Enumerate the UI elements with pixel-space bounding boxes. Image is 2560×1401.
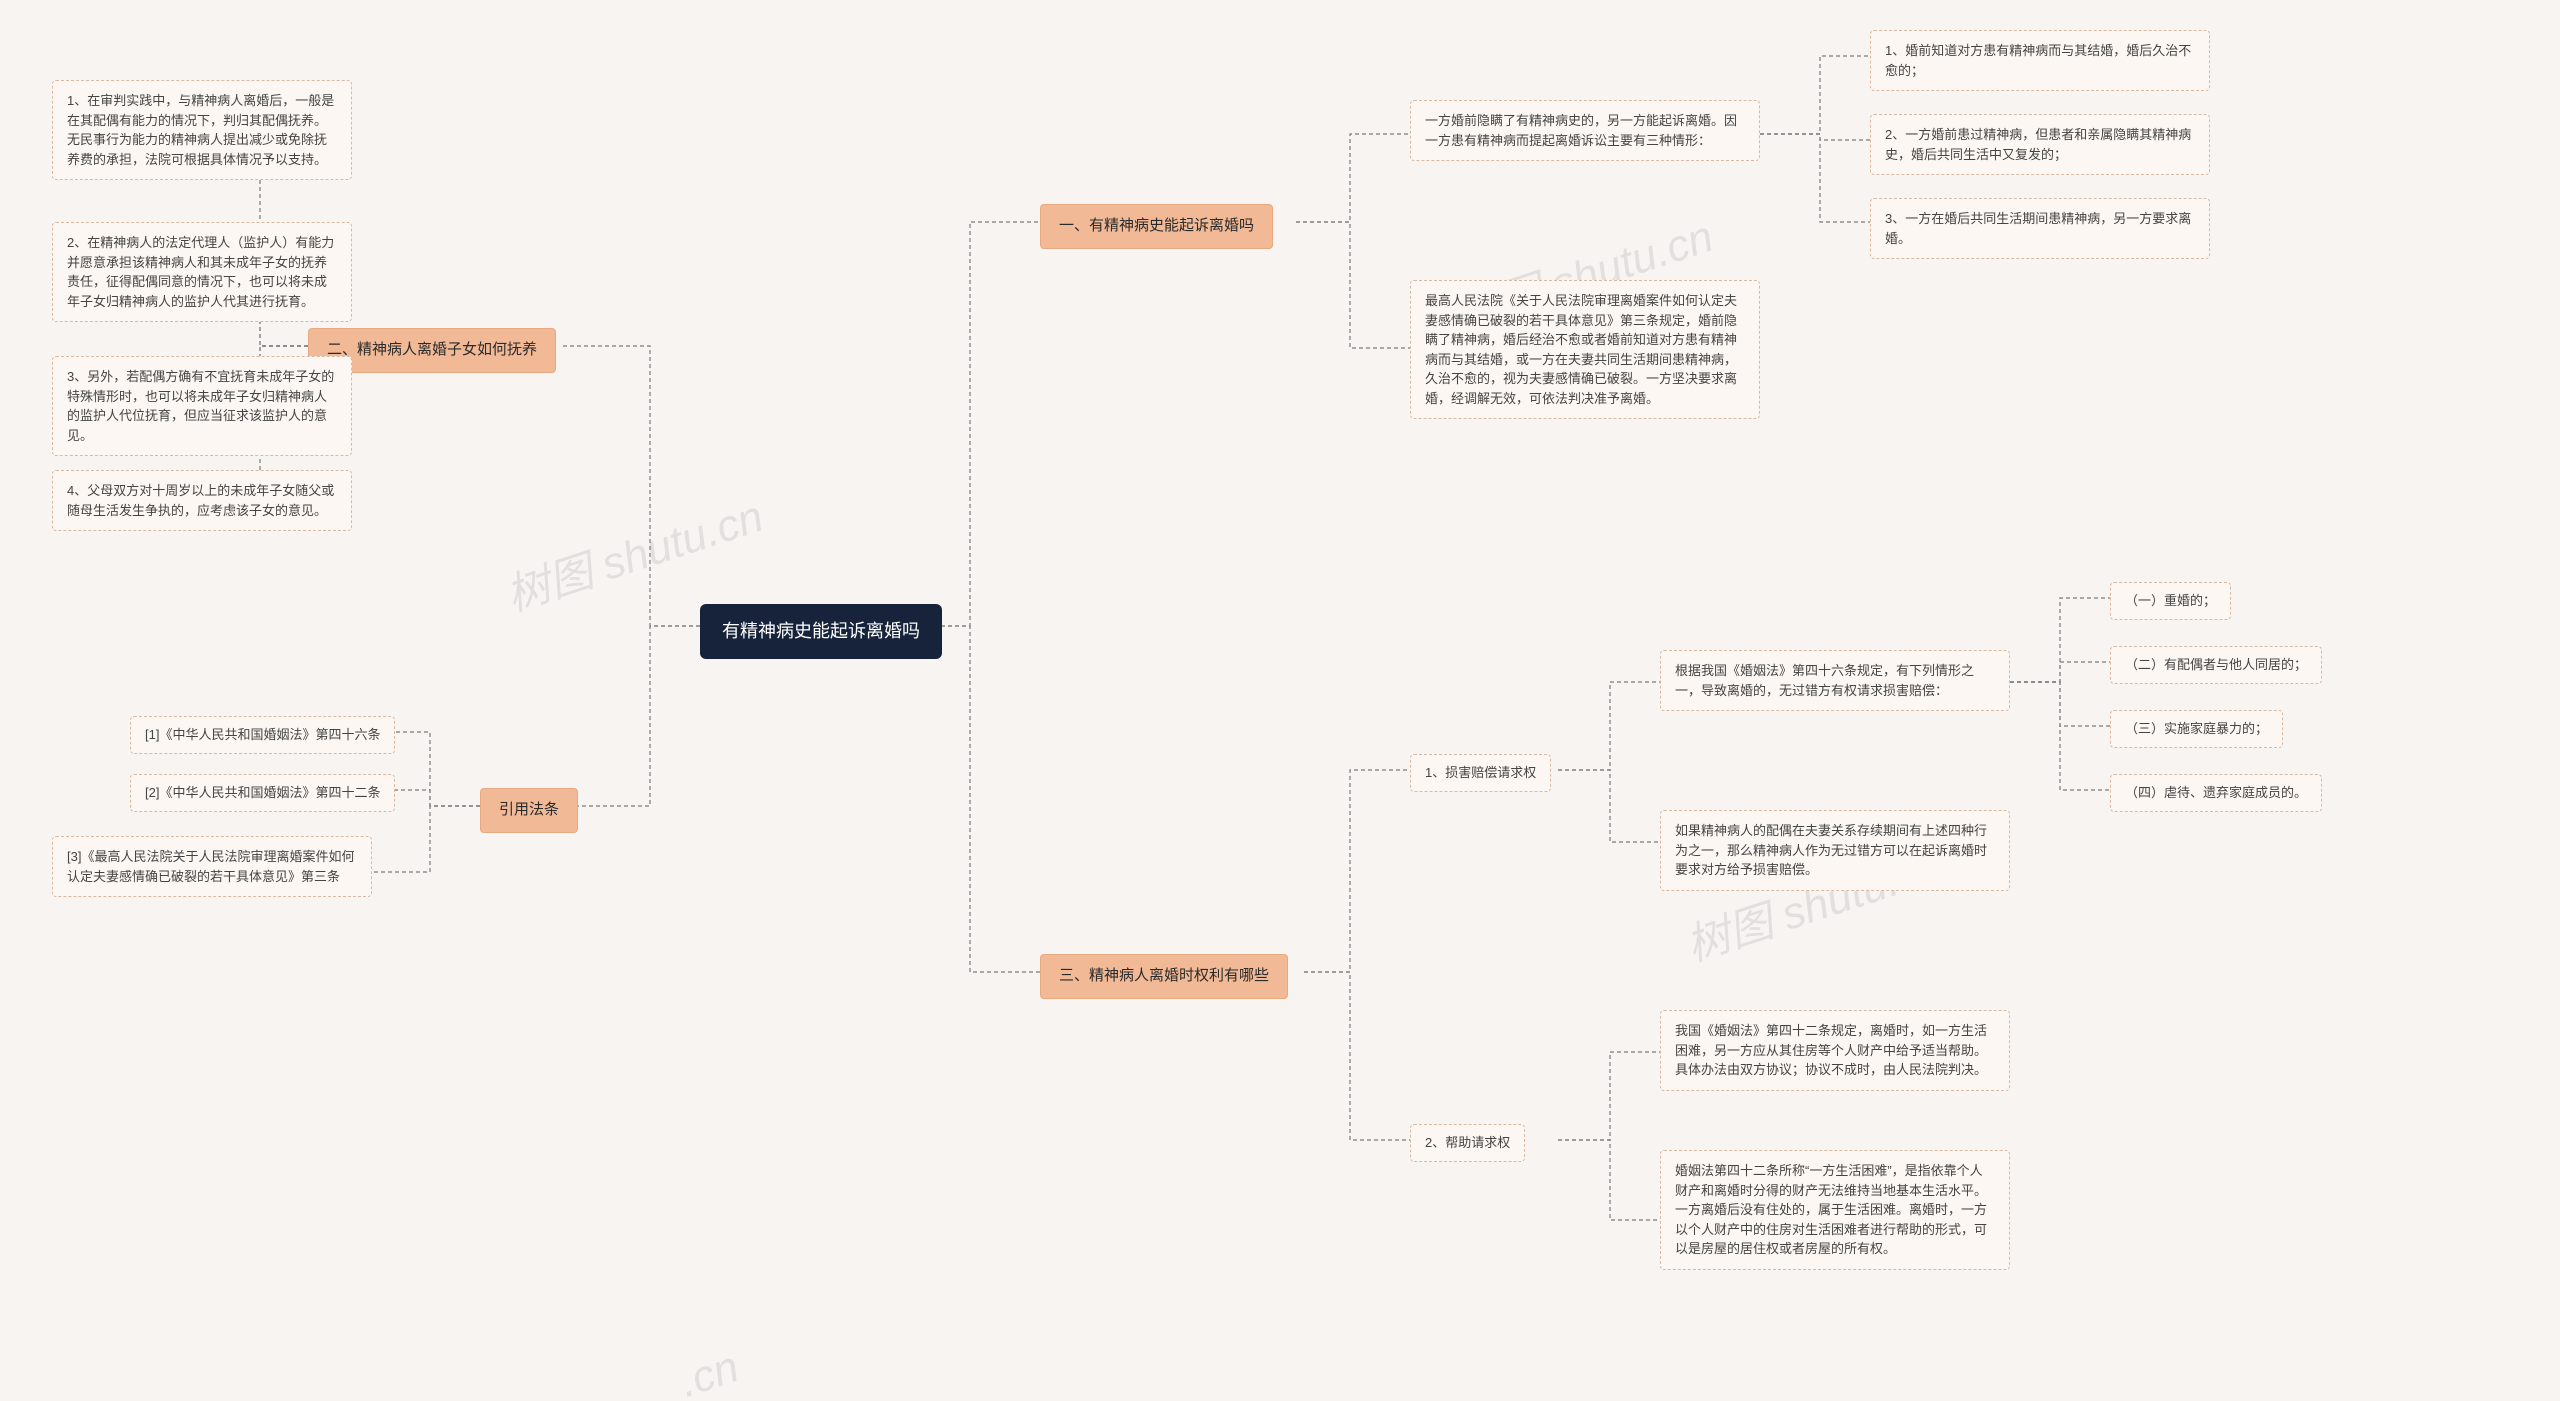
leaf-node[interactable]: （三）实施家庭暴力的； <box>2110 710 2283 748</box>
leaf-node[interactable]: 我国《婚姻法》第四十二条规定，离婚时，如一方生活困难，另一方应从其住房等个人财产… <box>1660 1010 2010 1091</box>
branch-left-2[interactable]: 引用法条 <box>480 788 578 833</box>
leaf-node[interactable]: [2]《中华人民共和国婚姻法》第四十二条 <box>130 774 395 812</box>
branch-right-1[interactable]: 一、有精神病史能起诉离婚吗 <box>1040 204 1273 249</box>
mindmap-canvas: 树图 shutu.cn 树图 shutu.cn 树图 shutu.cn .cn <box>0 0 2560 1401</box>
leaf-node[interactable]: 1、婚前知道对方患有精神病而与其结婚，婚后久治不愈的； <box>1870 30 2210 91</box>
leaf-node[interactable]: 最高人民法院《关于人民法院审理离婚案件如何认定夫妻感情确已破裂的若干具体意见》第… <box>1410 280 1760 419</box>
branch-right-2[interactable]: 三、精神病人离婚时权利有哪些 <box>1040 954 1288 999</box>
leaf-node[interactable]: 3、另外，若配偶方确有不宜抚育未成年子女的特殊情形时，也可以将未成年子女归精神病… <box>52 356 352 456</box>
leaf-node[interactable]: [1]《中华人民共和国婚姻法》第四十六条 <box>130 716 395 754</box>
leaf-node[interactable]: 根据我国《婚姻法》第四十六条规定，有下列情形之一，导致离婚的，无过错方有权请求损… <box>1660 650 2010 711</box>
watermark: .cn <box>674 1342 745 1401</box>
leaf-node[interactable]: 3、一方在婚后共同生活期间患精神病，另一方要求离婚。 <box>1870 198 2210 259</box>
watermark: 树图 shutu.cn <box>497 480 770 623</box>
leaf-node[interactable]: 1、在审判实践中，与精神病人离婚后，一般是在其配偶有能力的情况下，判归其配偶抚养… <box>52 80 352 180</box>
leaf-node[interactable]: 一方婚前隐瞒了有精神病史的，另一方能起诉离婚。因一方患有精神病而提起离婚诉讼主要… <box>1410 100 1760 161</box>
leaf-node[interactable]: 2、一方婚前患过精神病，但患者和亲属隐瞒其精神病史，婚后共同生活中又复发的； <box>1870 114 2210 175</box>
leaf-node[interactable]: 如果精神病人的配偶在夫妻关系存续期间有上述四种行为之一，那么精神病人作为无过错方… <box>1660 810 2010 891</box>
sub-node[interactable]: 2、帮助请求权 <box>1410 1124 1525 1162</box>
leaf-node[interactable]: （一）重婚的； <box>2110 582 2231 620</box>
root-node[interactable]: 有精神病史能起诉离婚吗 <box>700 604 942 659</box>
leaf-node[interactable]: （二）有配偶者与他人同居的； <box>2110 646 2322 684</box>
leaf-node[interactable]: 婚姻法第四十二条所称“一方生活困难”，是指依靠个人财产和离婚时分得的财产无法维持… <box>1660 1150 2010 1270</box>
leaf-node[interactable]: [3]《最高人民法院关于人民法院审理离婚案件如何认定夫妻感情确已破裂的若干具体意… <box>52 836 372 897</box>
leaf-node[interactable]: （四）虐待、遗弃家庭成员的。 <box>2110 774 2322 812</box>
leaf-node[interactable]: 4、父母双方对十周岁以上的未成年子女随父或随母生活发生争执的，应考虑该子女的意见… <box>52 470 352 531</box>
sub-node[interactable]: 1、损害赔偿请求权 <box>1410 754 1551 792</box>
leaf-node[interactable]: 2、在精神病人的法定代理人（监护人）有能力并愿意承担该精神病人和其未成年子女的抚… <box>52 222 352 322</box>
